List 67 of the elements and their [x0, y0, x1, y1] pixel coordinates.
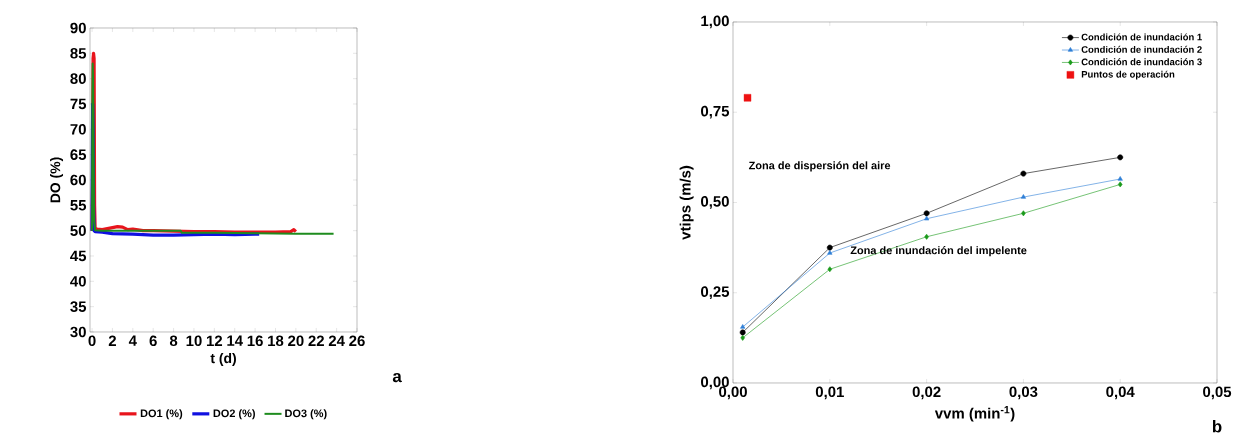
point: [1117, 154, 1124, 161]
point: [1021, 210, 1026, 217]
point: [827, 266, 833, 273]
legend-label: Condición de inundación 3: [1081, 58, 1202, 66]
legend-label: Condición de inundación 2: [1081, 45, 1202, 53]
y-tick-label: 90: [70, 22, 86, 34]
x-tick-label: 0,04: [1106, 386, 1135, 400]
y-tick-label: 80: [70, 73, 86, 84]
y-tick-label: 75: [70, 98, 87, 110]
x-tick-label: 24: [328, 335, 345, 346]
x-tick-label: 20: [288, 335, 304, 347]
y-tick-label: 45: [70, 250, 87, 262]
x-axis-title: t (d): [210, 352, 236, 366]
x-tick-label: 14: [227, 335, 243, 346]
x-tick-label: 0: [88, 335, 96, 347]
annotation: Zona de dispersión del aire: [748, 161, 891, 172]
point: [739, 329, 746, 336]
y-tick-label: 0,25: [701, 286, 730, 300]
x-tick-label: 4: [128, 335, 137, 346]
y-axis-title: DO (%): [50, 157, 64, 203]
point: [743, 94, 752, 102]
point: [924, 233, 929, 240]
x-tick-label: 10: [186, 335, 202, 347]
y-tick-label: 85: [70, 48, 87, 59]
point: [923, 210, 930, 217]
annotation: Zona de inundación del impelente: [850, 246, 1027, 257]
legend-label: Condición de inundación 1: [1081, 33, 1202, 41]
y-tick-label: 70: [70, 124, 86, 135]
y-tick-label: 65: [70, 149, 87, 160]
y-tick-label: 55: [70, 200, 87, 211]
point: [1020, 194, 1026, 199]
point: [1020, 170, 1027, 177]
x-tick-label: 16: [247, 335, 263, 347]
x-tick-label: 0,02: [912, 386, 941, 400]
y-tick-label: 40: [70, 276, 86, 287]
point: [924, 215, 930, 221]
legend-label: DO1 (%): [140, 409, 183, 420]
x-tick-label: 18: [268, 335, 284, 347]
x-tick-label: 22: [308, 335, 324, 346]
y-tick-label: 50: [70, 225, 86, 236]
x-tick-label: 12: [206, 335, 223, 346]
y-axis-title: vtips (m/s): [679, 165, 694, 240]
legend-label: Puntos de operación: [1081, 70, 1175, 80]
y-tick-label: 1,00: [701, 15, 729, 29]
y-tick-label: 35: [70, 301, 87, 312]
x-tick-label: 0,01: [815, 386, 844, 400]
y-tick-label: 0,50: [701, 196, 729, 209]
point: [826, 244, 833, 251]
text: b: [1212, 420, 1222, 433]
point: [827, 250, 833, 255]
point: [1117, 176, 1123, 181]
x-tick-label: 0,05: [1203, 386, 1232, 400]
x-tick-label: 6: [149, 335, 157, 347]
y-tick-label: 60: [70, 174, 86, 186]
x-tick-label: 26: [349, 335, 365, 347]
x-tick-label: 2: [108, 335, 116, 346]
x-tick-label: 0,03: [1009, 386, 1038, 400]
x-tick-label: 8: [169, 335, 178, 347]
point: [740, 324, 746, 329]
y-tick-label: 0,75: [701, 105, 730, 119]
point: [1117, 181, 1123, 188]
x-axis-title: vvm (min$^{-1}$): [934, 406, 1015, 422]
legend-label: DO3 (%): [285, 409, 327, 420]
legend-label: DO2 (%): [213, 409, 255, 420]
y-tick-label: 30: [70, 326, 86, 338]
point: [740, 334, 745, 341]
text: a: [392, 372, 402, 383]
